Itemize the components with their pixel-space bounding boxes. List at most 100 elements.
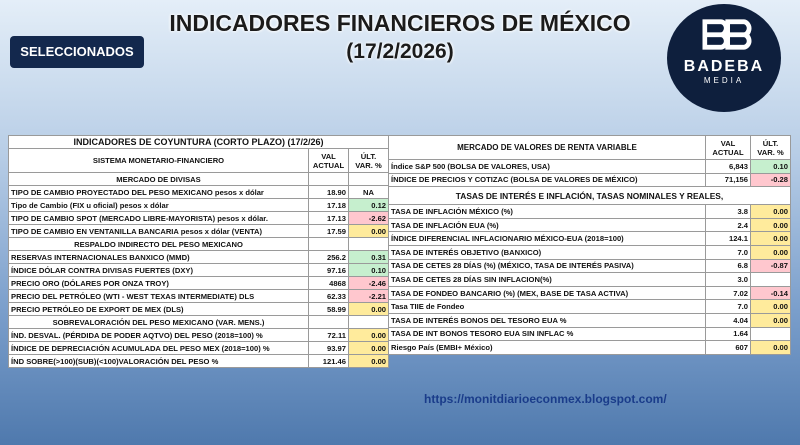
- row-change: 0.00: [347, 224, 390, 238]
- column-header: VAL ACTUAL: [308, 148, 349, 173]
- row-value: 17.59: [308, 224, 349, 238]
- row-value: 6,843: [705, 159, 751, 174]
- data-row: TIPO DE CAMBIO PROYECTADO DEL PESO MEXIC…: [8, 185, 390, 199]
- row-change: -0.87: [750, 258, 791, 274]
- row-label: TASA DE CETES 28 DÍAS (%) (MÉXICO, TASA …: [388, 258, 706, 274]
- data-row: PRECIO ORO (DÓLARES POR ONZA TROY) 4868 -2…: [8, 276, 390, 290]
- data-row: Índice S&P 500 (BOLSA DE VALORES, USA) 6,…: [388, 159, 791, 174]
- row-change: 0.00: [347, 341, 390, 355]
- logo-mark: ᗷᗷ: [701, 14, 753, 58]
- row-value: 7.0: [705, 299, 751, 314]
- row-value: 121.46: [308, 354, 349, 368]
- row-change: 0.00: [750, 244, 791, 260]
- row-value: 3.0: [705, 272, 751, 287]
- page-date: (17/2/2026): [346, 40, 454, 63]
- row-label: TASA DE INFLACIÓN EUA (%): [388, 217, 706, 233]
- empty-cell: [308, 315, 349, 329]
- logo-sub: MEDIA: [703, 76, 745, 85]
- data-row: ÍNDICE DE PRECIOS Y COTIZAC (BOLSA DE VA…: [388, 172, 791, 188]
- empty-cell: [347, 237, 390, 251]
- logo: ᗷᗷ BADEBA MEDIA: [667, 4, 781, 112]
- row-label: RESERVAS INTERNACIONALES BANXICO (MMD): [8, 250, 309, 264]
- row-change: 0.00: [347, 328, 390, 342]
- row-value: 62.33: [308, 289, 349, 303]
- header-row: SISTEMA MONETARIO-FINANCIERO VAL ACTUAL ÚL…: [8, 148, 390, 173]
- data-row: TASA DE INFLACIÓN EUA (%) 2.4 0.00: [388, 217, 791, 233]
- row-label: TASA DE CETES 28 DÍAS SIN INFLACION(%): [388, 272, 706, 287]
- row-label: TASA DE INFLACIÓN MÉXICO (%): [388, 204, 706, 219]
- row-change: 0.00: [750, 299, 791, 314]
- row-label: PRECIO DEL PETRÓLEO (WTI - WEST TEXAS IN…: [8, 289, 309, 303]
- column-header: VAL ACTUAL: [705, 135, 751, 160]
- section-title: SOBREVALORACIÓN DEL PESO MEXICANO (VAR. …: [8, 315, 309, 329]
- row-change: -2.46: [347, 276, 390, 290]
- data-row: Tipo de Cambio (FIX u oficial) pesos x d…: [8, 198, 390, 212]
- row-value: 4868: [308, 276, 349, 290]
- row-label: ÍNDICE DE DEPRECIACIÓN ACUMULADA DEL PES…: [8, 341, 309, 355]
- row-change: -2.21: [347, 289, 390, 303]
- row-label: ÍNDICE DE PRECIOS Y COTIZAC (BOLSA DE VA…: [388, 172, 706, 188]
- row-label: TIPO DE CAMBIO SPOT (MERCADO LIBRE-MAYOR…: [8, 211, 309, 225]
- row-label: TIPO DE CAMBIO EN VENTANILLA BANCARIA pe…: [8, 224, 309, 238]
- logo-name: BADEBA: [683, 58, 765, 75]
- row-change: [750, 272, 791, 287]
- row-value: 72.11: [308, 328, 349, 342]
- right-table: MERCADO DE VALORES DE RENTA VARIABLE VAL …: [388, 135, 791, 355]
- section-title: RESPALDO INDIRECTO DEL PESO MEXICANO: [8, 237, 309, 251]
- row-value: 256.2: [308, 250, 349, 264]
- data-row: ÍND SOBRE(>100)(SUB)(<100)VALORACIÓN DEL…: [8, 354, 390, 368]
- section-row: TASAS DE INTERÉS E INFLACIÓN, TASAS NOMI…: [388, 186, 791, 206]
- row-change: 0.00: [347, 354, 390, 368]
- row-change: 0.00: [750, 217, 791, 233]
- page-title: INDICADORES FINANCIEROS DE MÉXICO: [169, 10, 631, 36]
- row-value: 58.99: [308, 302, 349, 316]
- column-header: ÚLT. VAR. %: [347, 148, 390, 173]
- row-change: 0.10: [750, 159, 791, 174]
- row-label: TASA DE FONDEO BANCARIO (%) (MEX, BASE D…: [388, 285, 706, 301]
- column-header: MERCADO DE VALORES DE RENTA VARIABLE: [388, 135, 706, 160]
- section-row: RESPALDO INDIRECTO DEL PESO MEXICANO: [8, 237, 390, 251]
- section-row: MERCADO DE DIVISAS: [8, 172, 390, 186]
- row-label: TASA DE INT BONOS TESORO EUA SIN INFLAC …: [388, 326, 706, 342]
- row-change: 0.00: [347, 302, 390, 316]
- empty-cell: [308, 172, 349, 186]
- row-value: 6.8: [705, 258, 751, 274]
- row-change: -2.62: [347, 211, 390, 225]
- data-row: TASA DE INTERÉS OBJETIVO (BANXICO) 7.0 0.0…: [388, 244, 791, 260]
- row-label: ÍND SOBRE(>100)(SUB)(<100)VALORACIÓN DEL…: [8, 354, 309, 368]
- data-row: TIPO DE CAMBIO EN VENTANILLA BANCARIA pe…: [8, 224, 390, 238]
- source-link[interactable]: https://monitdiarioeconmex.blogspot.com/: [424, 392, 667, 406]
- row-value: 93.97: [308, 341, 349, 355]
- data-row: TASA DE INT BONOS TESORO EUA SIN INFLAC …: [388, 326, 791, 342]
- row-value: 3.8: [705, 204, 751, 219]
- row-label: TIPO DE CAMBIO PROYECTADO DEL PESO MEXIC…: [8, 185, 309, 199]
- row-value: 7.02: [705, 285, 751, 301]
- section-row: SOBREVALORACIÓN DEL PESO MEXICANO (VAR. …: [8, 315, 390, 329]
- row-label: PRECIO PETRÓLEO DE EXPORT DE MEX (DLS): [8, 302, 309, 316]
- table-title: INDICADORES DE COYUNTURA (CORTO PLAZO) (…: [7, 135, 390, 149]
- data-row: PRECIO PETRÓLEO DE EXPORT DE MEX (DLS) 58…: [8, 302, 390, 316]
- data-row: Tasa TIIE de Fondeo 7.0 0.00: [388, 299, 791, 314]
- data-row: Riesgo País (EMBI+ México) 607 0.00: [388, 340, 791, 355]
- data-row: TASA DE INTERÉS BONOS DEL TESORO EUA % 4.…: [388, 312, 791, 328]
- row-value: 97.16: [308, 263, 349, 277]
- data-row: TASA DE FONDEO BANCARIO (%) (MEX, BASE D…: [388, 285, 791, 301]
- row-value: 124.1: [705, 231, 751, 246]
- row-value: 607: [705, 340, 751, 355]
- row-value: 71,156: [705, 172, 751, 188]
- header-row: MERCADO DE VALORES DE RENTA VARIABLE VAL …: [388, 135, 791, 160]
- row-value: 2.4: [705, 217, 751, 233]
- row-label: Riesgo País (EMBI+ México): [388, 340, 706, 355]
- row-label: TASA DE INTERÉS BONOS DEL TESORO EUA %: [388, 312, 706, 328]
- row-label: Índice S&P 500 (BOLSA DE VALORES, USA): [388, 159, 706, 174]
- row-label: TASA DE INTERÉS OBJETIVO (BANXICO): [388, 244, 706, 260]
- data-row: TASA DE INFLACIÓN MÉXICO (%) 3.8 0.00: [388, 204, 791, 219]
- column-header: SISTEMA MONETARIO-FINANCIERO: [8, 148, 309, 173]
- row-value: 7.0: [705, 244, 751, 260]
- section-title: MERCADO DE DIVISAS: [8, 172, 309, 186]
- row-label: ÍNDICE DÓLAR CONTRA DIVISAS FUERTES (DXY…: [8, 263, 309, 277]
- data-row: ÍNDICE DIFERENCIAL INFLACIONARIO MÉXICO-…: [388, 231, 791, 246]
- data-row: TASA DE CETES 28 DÍAS SIN INFLACION(%) 3.…: [388, 272, 791, 287]
- row-label: ÍND. DESVAL. (PÉRDIDA DE PODER AQTVO) DE…: [8, 328, 309, 342]
